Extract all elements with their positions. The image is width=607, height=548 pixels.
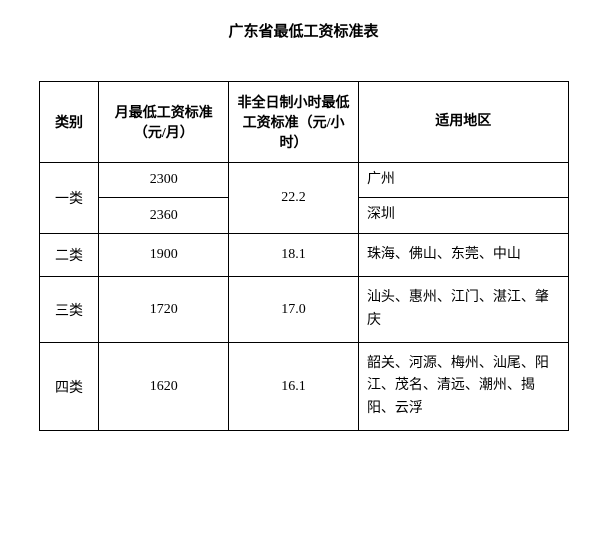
cell-hourly: 17.0 bbox=[229, 277, 359, 343]
cell-category: 一类 bbox=[39, 163, 99, 234]
header-monthly: 月最低工资标准（元/月） bbox=[99, 82, 229, 163]
minimum-wage-table: 类别 月最低工资标准（元/月） 非全日制小时最低工资标准（元/小时） 适用地区 … bbox=[39, 81, 569, 431]
cell-category: 三类 bbox=[39, 277, 99, 343]
table-row: 二类 1900 18.1 珠海、佛山、东莞、中山 bbox=[39, 233, 568, 276]
header-category: 类别 bbox=[39, 82, 99, 163]
cell-monthly: 1620 bbox=[99, 342, 229, 430]
table-row: 三类 1720 17.0 汕头、惠州、江门、湛江、肇庆 bbox=[39, 277, 568, 343]
cell-category: 二类 bbox=[39, 233, 99, 276]
cell-monthly: 2300 bbox=[99, 163, 229, 198]
cell-monthly: 1900 bbox=[99, 233, 229, 276]
cell-monthly: 2360 bbox=[99, 198, 229, 233]
cell-hourly: 16.1 bbox=[229, 342, 359, 430]
cell-region: 珠海、佛山、东莞、中山 bbox=[358, 233, 568, 276]
cell-hourly: 22.2 bbox=[229, 163, 359, 234]
cell-category: 四类 bbox=[39, 342, 99, 430]
table-header-row: 类别 月最低工资标准（元/月） 非全日制小时最低工资标准（元/小时） 适用地区 bbox=[39, 82, 568, 163]
cell-region: 韶关、河源、梅州、汕尾、阳江、茂名、清远、潮州、揭阳、云浮 bbox=[358, 342, 568, 430]
cell-region: 广州 bbox=[358, 163, 568, 198]
cell-monthly: 1720 bbox=[99, 277, 229, 343]
table-row: 一类 2300 22.2 广州 bbox=[39, 163, 568, 198]
table-row: 四类 1620 16.1 韶关、河源、梅州、汕尾、阳江、茂名、清远、潮州、揭阳、… bbox=[39, 342, 568, 430]
header-hourly: 非全日制小时最低工资标准（元/小时） bbox=[229, 82, 359, 163]
header-region: 适用地区 bbox=[358, 82, 568, 163]
cell-region: 汕头、惠州、江门、湛江、肇庆 bbox=[358, 277, 568, 343]
document-title: 广东省最低工资标准表 bbox=[20, 20, 587, 41]
cell-region: 深圳 bbox=[358, 198, 568, 233]
cell-hourly: 18.1 bbox=[229, 233, 359, 276]
